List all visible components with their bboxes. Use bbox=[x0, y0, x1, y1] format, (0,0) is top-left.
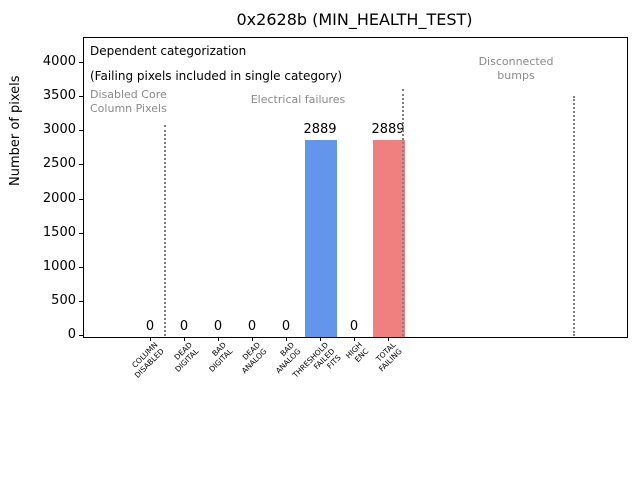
bar-value-label: 0 bbox=[281, 319, 291, 334]
y-tick-label: 2500 bbox=[42, 156, 76, 172]
x-tick-mark bbox=[320, 337, 321, 341]
bar-value-label: 0 bbox=[179, 319, 189, 334]
y-tick-label: 0 bbox=[67, 327, 76, 342]
annotation: Dependent categorization bbox=[90, 44, 247, 58]
annotation: Disconnected bumps bbox=[478, 55, 554, 82]
y-tick-mark bbox=[79, 335, 83, 336]
x-tick-mark bbox=[184, 337, 185, 341]
x-tick-label: TOTAL FAILING bbox=[374, 340, 404, 374]
x-tick-mark bbox=[388, 337, 389, 341]
bar-value-label: 0 bbox=[213, 319, 223, 334]
separator-line bbox=[402, 89, 404, 336]
bar-value-label: 0 bbox=[247, 319, 257, 334]
annotation: (Failing pixels included in single categ… bbox=[90, 69, 343, 83]
x-tick-label: DEAD ANALOG bbox=[239, 340, 268, 376]
y-tick-label: 500 bbox=[51, 292, 76, 308]
y-tick-label: 3500 bbox=[42, 88, 76, 104]
separator-line bbox=[573, 96, 575, 336]
bar-value-label: 2889 bbox=[371, 122, 405, 137]
annotation: Disabled Core Column Pixels bbox=[90, 88, 167, 115]
y-tick-mark bbox=[79, 198, 83, 200]
y-tick-label: 4000 bbox=[42, 54, 76, 69]
x-tick-label: HIGH ENC bbox=[343, 340, 370, 364]
x-tick-mark bbox=[150, 337, 151, 341]
x-tick-label: DEAD DIGITAL bbox=[172, 340, 200, 374]
x-tick-mark bbox=[286, 337, 287, 341]
x-tick-mark bbox=[252, 337, 253, 341]
bar-threshold-failed-fits bbox=[305, 140, 337, 337]
x-tick-label: COLUMN DISABLED bbox=[130, 340, 166, 380]
plot-area bbox=[83, 37, 628, 338]
bar-value-label: 0 bbox=[145, 319, 155, 334]
y-tick-mark bbox=[79, 62, 83, 63]
y-tick-mark bbox=[79, 300, 83, 302]
y-tick-mark bbox=[79, 130, 83, 132]
y-tick-mark bbox=[79, 96, 83, 98]
bar-value-label: 0 bbox=[349, 319, 359, 334]
x-tick-label: BAD DIGITAL bbox=[206, 340, 234, 374]
annotation: Electrical failures bbox=[250, 93, 346, 106]
y-tick-mark bbox=[79, 266, 83, 268]
y-tick-label: 3000 bbox=[42, 122, 76, 138]
y-tick-label: 2000 bbox=[42, 190, 76, 206]
separator-line bbox=[164, 125, 166, 336]
bar-value-label: 2889 bbox=[303, 122, 337, 137]
y-tick-label: 1500 bbox=[42, 224, 76, 240]
chart-title: 0x2628b (MIN_HEALTH_TEST) bbox=[236, 10, 473, 29]
y-tick-mark bbox=[79, 164, 83, 166]
y-tick-label: 1000 bbox=[42, 258, 76, 274]
x-tick-mark bbox=[218, 337, 219, 341]
y-tick-mark bbox=[79, 232, 83, 234]
bar-total-failing bbox=[373, 140, 405, 337]
x-tick-mark bbox=[354, 337, 355, 341]
